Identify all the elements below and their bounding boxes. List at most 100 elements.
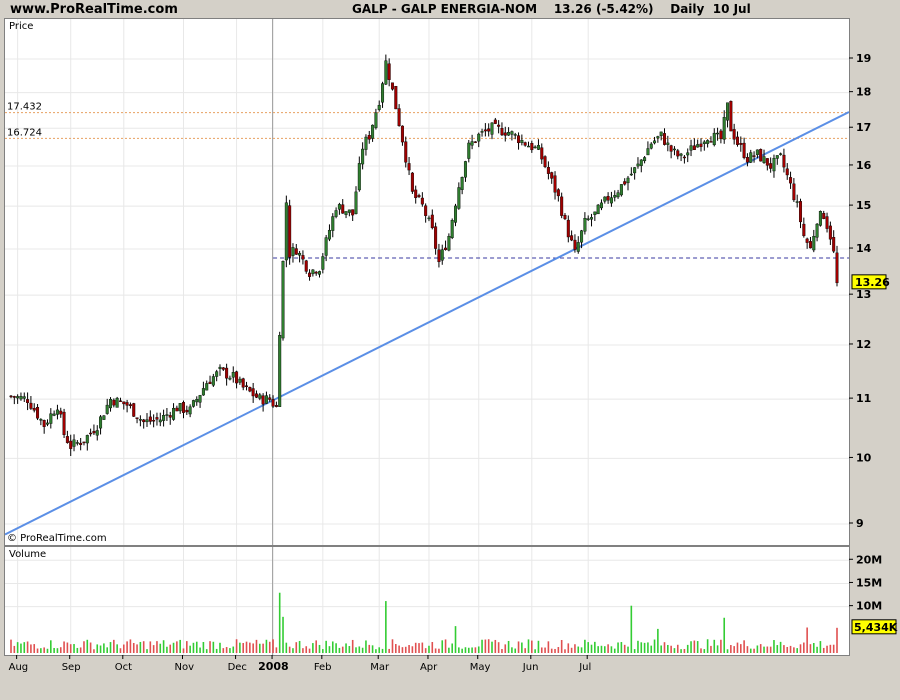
candle (62, 411, 66, 435)
candle (347, 209, 351, 213)
candle (576, 242, 580, 252)
volume-bar (550, 648, 553, 653)
volume-bar (617, 642, 619, 653)
candle (573, 239, 577, 250)
candle (304, 260, 308, 272)
site-name[interactable]: www.ProRealTime.com (10, 2, 178, 17)
volume-bar (418, 643, 420, 653)
candle (211, 376, 215, 386)
volume-bar (159, 643, 162, 653)
volume-bar (587, 642, 590, 653)
candle (208, 381, 212, 385)
candle (444, 247, 448, 250)
volume-bar (491, 641, 493, 653)
candle (165, 414, 169, 416)
watermark: © ProRealTime.com (7, 533, 107, 544)
candle (507, 132, 511, 136)
candle (178, 403, 182, 412)
volume-bar (511, 647, 513, 653)
volume-bar (375, 649, 377, 653)
candle (672, 148, 676, 151)
volume-bar (577, 646, 580, 653)
candle (274, 405, 278, 407)
volume-bar (454, 626, 457, 653)
volume-bar (229, 648, 231, 653)
candle (487, 128, 491, 132)
price-tick-label: 15 (856, 199, 871, 212)
candle (447, 235, 451, 251)
candle (553, 175, 557, 193)
volume-bar (219, 642, 221, 653)
candle (172, 407, 176, 420)
candle (261, 395, 265, 405)
volume-bar (189, 645, 191, 653)
month-label: Jul (578, 662, 591, 673)
candle (520, 139, 524, 143)
volume-tick-label: 20M (856, 553, 882, 566)
price-tick-label: 11 (856, 392, 871, 405)
volume-panel[interactable]: Volume (4, 546, 850, 656)
volume-bar (146, 649, 148, 653)
candle (517, 135, 521, 144)
volume-bar (733, 646, 735, 653)
volume-bar (434, 648, 437, 653)
volume-bar (451, 643, 453, 653)
volume-bar (836, 627, 838, 653)
volume-bar (162, 640, 165, 653)
volume-bar (335, 643, 337, 653)
candle (722, 117, 726, 140)
month-label: Feb (314, 662, 332, 673)
candle (241, 378, 245, 388)
volume-bar (547, 641, 550, 653)
candle (702, 141, 706, 145)
volume-bar (59, 647, 62, 653)
candle (231, 372, 235, 378)
candle (228, 377, 232, 380)
volume-bar (192, 642, 195, 653)
volume-bar (537, 640, 540, 653)
candle (264, 395, 268, 404)
volume-bar (222, 648, 225, 653)
candle (181, 402, 185, 413)
volume-bar (23, 642, 26, 653)
candle (314, 271, 318, 274)
candle (769, 163, 773, 169)
volume-bar (272, 639, 274, 653)
candle (666, 142, 670, 145)
candle (686, 152, 690, 156)
price-panel[interactable]: 17.432 16.724 Price © ProRealTime.com (4, 18, 850, 546)
candle (785, 168, 789, 176)
candle (500, 128, 504, 136)
candle (364, 136, 368, 150)
volume-bar (66, 642, 69, 653)
candle (570, 235, 574, 241)
volume-bar (749, 648, 752, 653)
volume-bar (481, 639, 483, 653)
volume-bar (477, 646, 480, 653)
volume-bar (176, 641, 178, 653)
volume-bar (116, 644, 118, 653)
volume-bar (331, 641, 334, 653)
candle (716, 132, 720, 135)
volume-tick-label: 15M (856, 576, 882, 589)
candle (311, 269, 315, 275)
volume-bar (73, 644, 75, 653)
volume-bar (265, 639, 268, 653)
candle (407, 163, 411, 171)
volume-bar (315, 640, 317, 653)
volume-bar (567, 643, 570, 653)
volume-bar (633, 649, 636, 653)
candle (258, 394, 262, 399)
candle (805, 238, 809, 243)
price-tick-label: 9 (856, 517, 864, 530)
candle (248, 387, 252, 392)
volume-bar (448, 647, 450, 653)
volume-bar (726, 649, 729, 653)
candle (95, 430, 99, 436)
candle (298, 252, 302, 256)
candle (115, 397, 119, 408)
candle (590, 217, 594, 220)
candle (454, 205, 458, 223)
volume-bar (225, 647, 228, 653)
volume-bar (152, 645, 155, 653)
